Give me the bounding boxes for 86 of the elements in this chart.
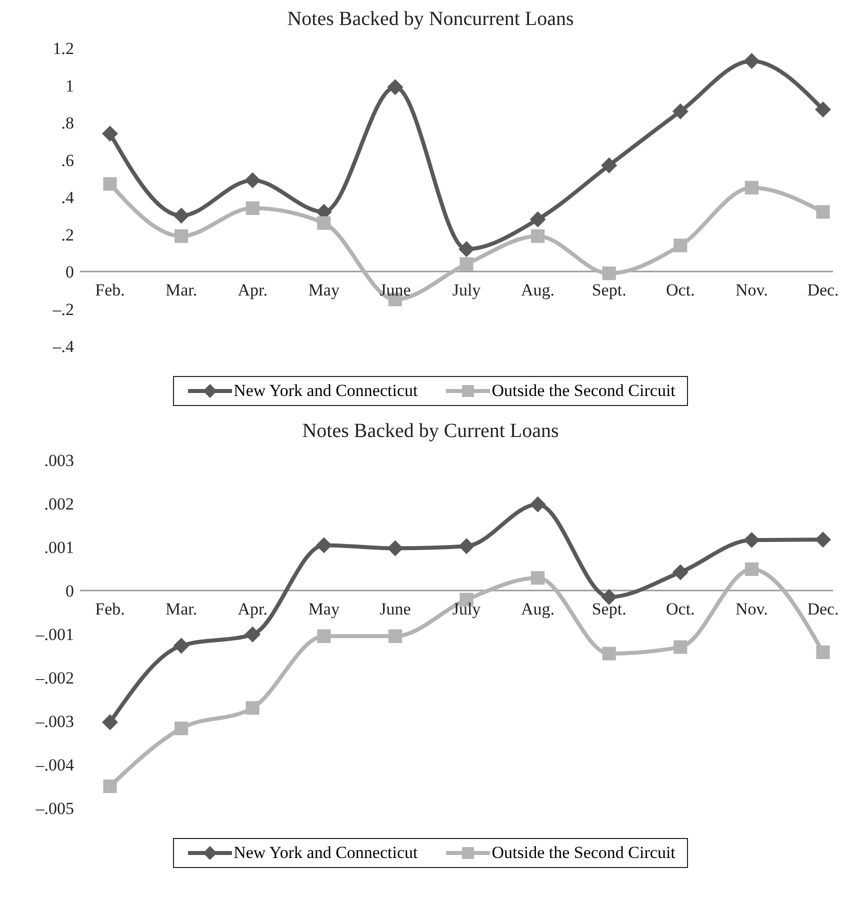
y-tick-label: –.2	[52, 300, 74, 319]
x-tick-label: Oct.	[666, 280, 695, 300]
point	[103, 177, 117, 191]
point	[244, 626, 261, 642]
point	[531, 229, 545, 243]
y-tick-label: .6	[61, 150, 74, 170]
point	[815, 101, 831, 118]
y-tick-label: 0	[66, 262, 74, 282]
point	[174, 722, 188, 736]
point	[102, 126, 118, 142]
point	[173, 638, 190, 654]
point	[530, 211, 546, 228]
y-tick-label: –.4	[52, 337, 74, 356]
y-tick-label: .4	[61, 188, 74, 207]
x-tick-label: Nov.	[735, 600, 768, 618]
point	[744, 562, 758, 576]
point	[387, 540, 404, 556]
y-tick-label: –.005	[34, 799, 74, 818]
x-tick-label: Feb.	[95, 280, 125, 300]
point	[246, 701, 260, 715]
x-tick-label: May	[308, 280, 340, 300]
x-tick-label: Nov.	[735, 280, 768, 300]
x-tick-label: Sept.	[592, 280, 626, 300]
x-tick-label: Dec.	[807, 280, 839, 300]
legend-label: New York and Connecticut	[234, 381, 418, 401]
x-tick-label: Dec.	[807, 600, 839, 618]
x-tick-label: May	[308, 600, 340, 618]
x-tick-label: July	[452, 600, 482, 618]
y-tick-label: .002	[44, 494, 74, 514]
y-tick-label: –.003	[34, 712, 74, 731]
point	[317, 629, 331, 643]
x-tick-label: Apr.	[238, 600, 268, 618]
point	[460, 257, 474, 271]
point	[316, 537, 332, 554]
point	[674, 640, 688, 654]
x-tick-label: July	[452, 280, 482, 300]
point	[744, 532, 760, 548]
legend-label: Outside the Second Circuit	[492, 381, 676, 401]
point	[601, 157, 618, 174]
x-tick-label: Oct.	[666, 600, 695, 618]
x-tick-label: Feb.	[95, 600, 125, 618]
point	[744, 53, 760, 70]
chart-title: Notes Backed by Current Loans	[301, 420, 560, 444]
y-tick-label: .8	[61, 114, 74, 132]
x-tick-label: Mar.	[165, 600, 198, 618]
point	[602, 646, 616, 660]
y-tick-label: –.004	[34, 756, 74, 774]
chart-title: Notes Backed by Noncurrent Loans	[286, 8, 575, 32]
x-tick-label: June	[380, 600, 411, 618]
point	[531, 571, 545, 585]
point	[458, 538, 474, 554]
x-tick-label: Sept.	[592, 600, 626, 618]
y-tick-label: .2	[61, 225, 74, 244]
point	[102, 714, 118, 730]
point	[530, 496, 546, 512]
point	[602, 266, 616, 280]
point	[744, 180, 758, 194]
point	[244, 172, 261, 188]
legend-label: Outside the Second Circuit	[492, 843, 676, 863]
x-tick-label: Apr.	[238, 280, 268, 300]
x-tick-label: June	[380, 280, 411, 300]
point	[387, 79, 404, 96]
point	[674, 238, 688, 252]
y-tick-label: –.001	[34, 625, 74, 644]
point	[174, 229, 188, 243]
y-tick-label: –.002	[34, 668, 74, 688]
y-tick-label: 1	[66, 76, 74, 96]
y-tick-label: .003	[44, 451, 74, 470]
x-tick-label: Aug.	[521, 280, 555, 300]
point	[816, 645, 830, 660]
x-tick-label: Aug.	[521, 600, 555, 618]
point	[815, 532, 831, 548]
y-tick-label: 0	[66, 582, 74, 600]
point	[816, 205, 830, 219]
point	[458, 241, 474, 258]
y-tick-label: .001	[44, 538, 74, 557]
point	[246, 201, 260, 215]
point	[173, 208, 190, 224]
x-tick-label: Mar.	[165, 280, 198, 300]
legend-label: New York and Connecticut	[234, 843, 418, 863]
point	[317, 216, 331, 230]
y-tick-label: 1.2	[52, 39, 74, 58]
point	[672, 103, 688, 120]
point	[388, 629, 402, 643]
point	[672, 564, 688, 580]
point	[103, 779, 117, 794]
